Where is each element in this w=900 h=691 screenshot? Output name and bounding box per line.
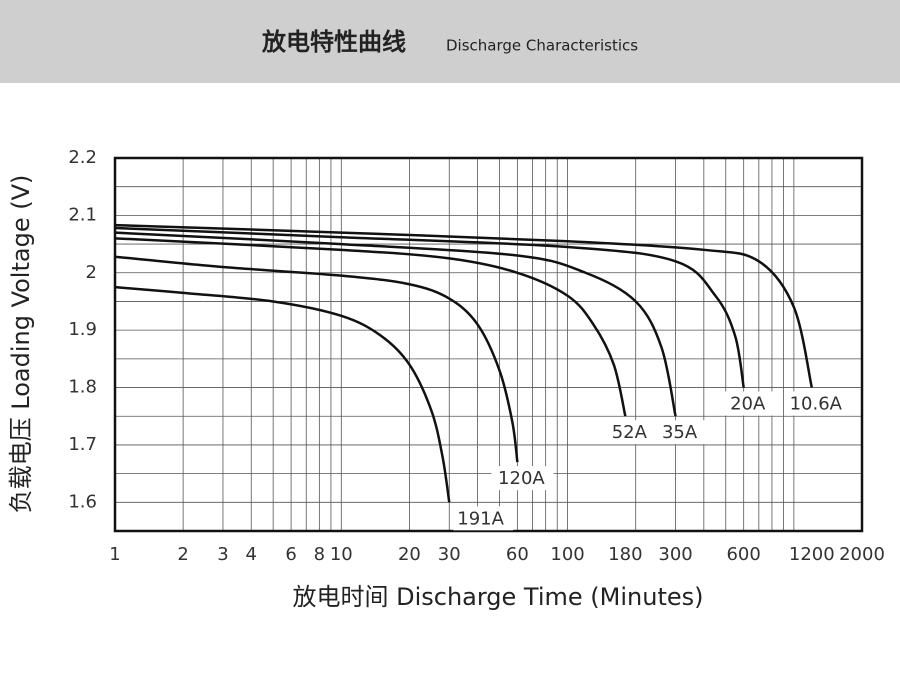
series-label-bg bbox=[649, 420, 712, 445]
y-axis-label: 负载电压 Loading Voltage (V) bbox=[7, 175, 35, 514]
x-tick-label: 6 bbox=[285, 544, 296, 565]
discharge-curve bbox=[114, 226, 745, 388]
discharge-curve bbox=[114, 231, 677, 417]
series-label-bg bbox=[785, 391, 848, 416]
series-label: 52A bbox=[612, 422, 648, 443]
x-tick-label: 30 bbox=[438, 544, 461, 565]
x-tick-label: 2 bbox=[177, 544, 188, 565]
y-tick-label: 1.6 bbox=[68, 491, 97, 512]
discharge-curve bbox=[114, 255, 519, 463]
plot-frame bbox=[113, 156, 864, 533]
y-tick-label: 1.9 bbox=[68, 319, 97, 340]
y-tick-label: 2.2 bbox=[68, 147, 97, 168]
series-label: 20A bbox=[730, 394, 766, 415]
x-tick-label: 20 bbox=[398, 544, 421, 565]
discharge-curve bbox=[114, 223, 814, 388]
series-label-bg bbox=[717, 391, 780, 416]
chart-title: 放电特性曲线 bbox=[261, 28, 406, 56]
y-tick-label: 1.8 bbox=[68, 377, 97, 398]
series-label: 10.6A bbox=[790, 394, 843, 415]
x-tick-label: 180 bbox=[608, 544, 642, 565]
y-tick-label: 2 bbox=[86, 262, 97, 283]
series-label: 35A bbox=[662, 422, 698, 443]
x-tick-label: 1 bbox=[109, 544, 120, 565]
series-label-bg bbox=[453, 506, 514, 531]
x-tick-label: 8 bbox=[314, 544, 325, 565]
series-label: 191A bbox=[457, 508, 504, 529]
x-tick-label: 3 bbox=[217, 544, 228, 565]
x-tick-label: 2000 bbox=[839, 544, 885, 565]
x-tick-label: 300 bbox=[658, 544, 692, 565]
y-tick-label: 1.7 bbox=[68, 434, 97, 455]
chart-subtitle: Discharge Characteristics bbox=[446, 37, 638, 55]
discharge-curve bbox=[114, 237, 627, 417]
discharge-curve bbox=[114, 285, 451, 503]
header-band bbox=[0, 0, 900, 83]
x-tick-label: 600 bbox=[726, 544, 760, 565]
y-tick-label: 2.1 bbox=[68, 204, 97, 225]
series-label: 120A bbox=[498, 468, 545, 489]
x-tick-label: 4 bbox=[246, 544, 257, 565]
x-tick-label: 100 bbox=[550, 544, 584, 565]
series-label-bg bbox=[491, 466, 554, 491]
x-tick-label: 1200 bbox=[789, 544, 835, 565]
x-axis-label: 放电时间 Discharge Time (Minutes) bbox=[292, 583, 703, 611]
x-tick-label: 10 bbox=[330, 544, 353, 565]
x-tick-label: 60 bbox=[506, 544, 529, 565]
